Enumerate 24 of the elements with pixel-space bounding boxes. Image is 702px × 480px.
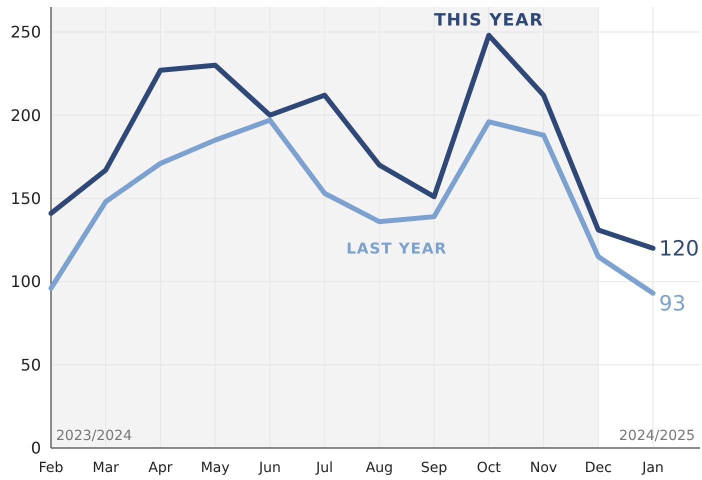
data-label: 93 xyxy=(659,292,686,316)
annotation: 2023/2024 xyxy=(56,428,132,444)
y-tick-label: 250 xyxy=(10,22,41,42)
x-tick-label: Oct xyxy=(476,460,502,476)
data-label: 120 xyxy=(659,236,700,261)
x-tick-label: Jan xyxy=(641,460,664,476)
x-tick-label: Apr xyxy=(148,460,173,476)
series-label: LAST YEAR xyxy=(346,240,448,258)
x-tick-label: Jul xyxy=(315,460,334,476)
x-tick-label: Jun xyxy=(258,460,281,476)
y-tick-label: 50 xyxy=(20,355,41,374)
y-tick-label: 150 xyxy=(10,188,41,208)
x-tick-label: Sep xyxy=(420,460,448,476)
x-tick-label: May xyxy=(200,460,230,476)
y-tick-label: 100 xyxy=(10,272,41,292)
y-tick-label: 200 xyxy=(10,106,41,125)
annotation: 2024/2025 xyxy=(619,428,695,444)
x-tick-label: Mar xyxy=(92,460,120,476)
series-label: THIS YEAR xyxy=(434,10,544,30)
x-tick-label: Dec xyxy=(584,460,612,476)
y-tick-label: 0 xyxy=(30,438,41,458)
x-tick-label: Feb xyxy=(38,460,64,476)
x-tick-label: Nov xyxy=(530,460,558,476)
x-tick-label: Aug xyxy=(366,460,394,476)
